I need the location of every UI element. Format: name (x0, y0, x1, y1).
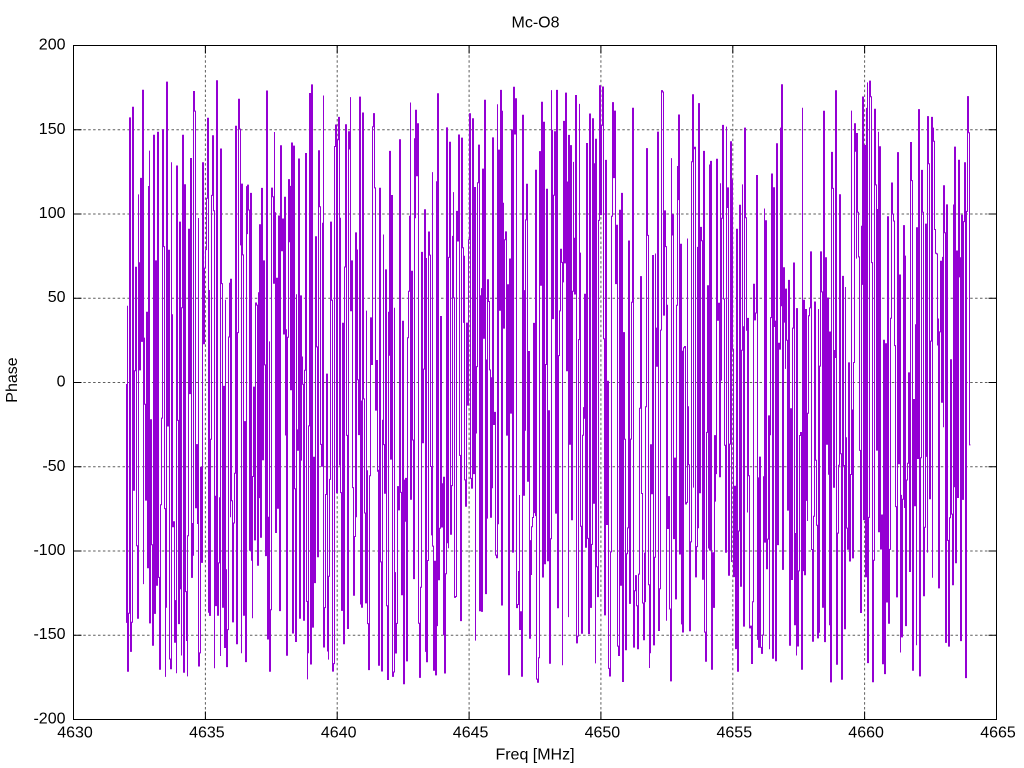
svg-text:50: 50 (48, 289, 66, 306)
svg-text:4665: 4665 (980, 725, 1016, 742)
svg-text:4650: 4650 (585, 725, 621, 742)
svg-text:4635: 4635 (189, 725, 225, 742)
svg-text:-50: -50 (42, 458, 65, 475)
svg-text:4645: 4645 (453, 725, 489, 742)
svg-text:Phase: Phase (4, 357, 21, 402)
svg-text:Mc-O8: Mc-O8 (512, 15, 560, 32)
svg-text:-150: -150 (33, 626, 65, 643)
svg-text:-100: -100 (33, 542, 65, 559)
svg-text:-200: -200 (33, 711, 65, 728)
svg-text:150: 150 (39, 121, 66, 138)
svg-text:200: 200 (39, 37, 66, 54)
svg-text:4640: 4640 (321, 725, 357, 742)
svg-text:4655: 4655 (717, 725, 753, 742)
svg-text:0: 0 (57, 374, 66, 391)
svg-text:4630: 4630 (57, 725, 93, 742)
svg-text:4660: 4660 (848, 725, 884, 742)
svg-text:100: 100 (39, 205, 66, 222)
svg-text:Freq [MHz]: Freq [MHz] (495, 747, 574, 764)
